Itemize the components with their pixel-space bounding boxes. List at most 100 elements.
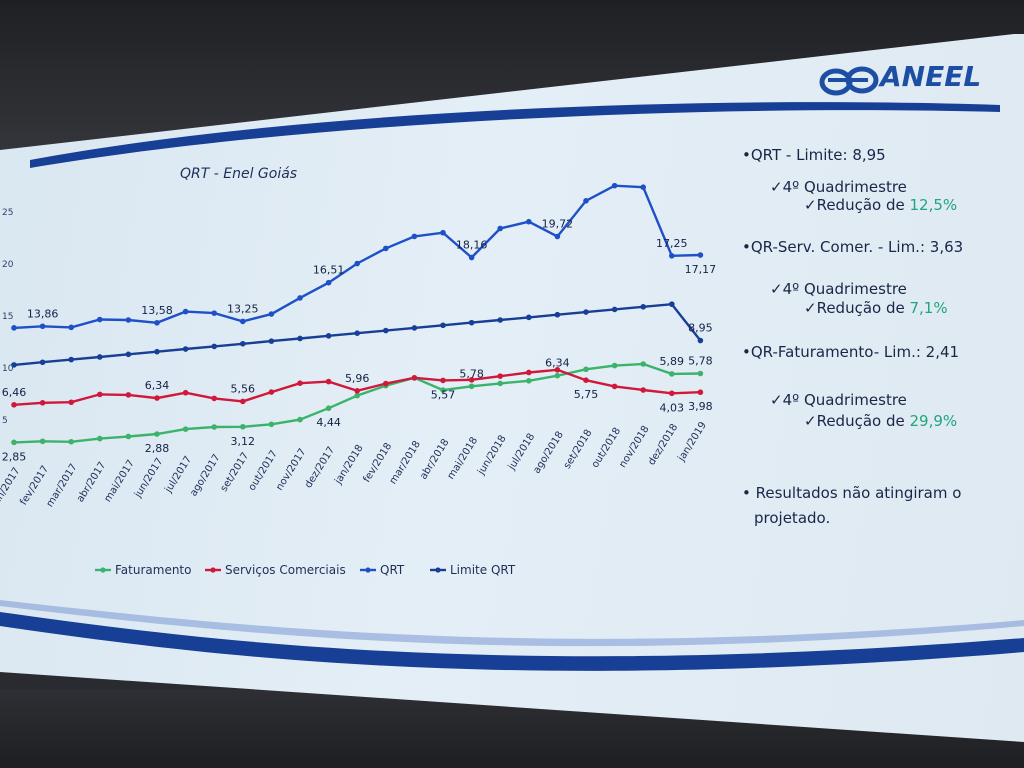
data-point-faturamento [11,439,17,446]
y-tick-label: 10 [2,364,14,374]
qrt-reduction-value: 12,5% [909,196,957,214]
data-label: 13,25 [227,302,259,315]
data-point-servicos-comerciais [154,395,160,401]
aneel-logo: ANEEL [819,60,981,96]
qr-serv-period: ✓4º Quadrimestre [770,280,907,298]
data-point-limite-qrt [97,354,103,360]
data-point-qrt [68,324,74,331]
chart-title: QRT - Enel Goiás [180,166,297,182]
data-point-qrt [11,325,17,331]
data-point-limite-qrt [325,333,332,339]
data-label: 2,85 [2,450,27,463]
qr-serv-reduction: ✓Redução de 7,1% [804,299,948,317]
qr-fat-reduction-value: 29,9% [909,412,957,430]
qr-fat-limit-heading: •QR-Faturamento- Lim.: 2,41 [742,343,959,361]
y-tick-label: 20 [2,260,14,270]
data-label: 5,78 [688,354,713,367]
x-tick-label: nov/2017 [274,447,308,493]
x-axis-ticks: jan/2017fev/2017mar/2017abr/2017mai/2017… [0,420,709,510]
data-point-servicos-comerciais [697,389,704,396]
data-label: 6,34 [145,379,170,392]
data-label: 8,95 [688,322,713,335]
data-label: 3,12 [231,435,256,448]
data-point-limite-qrt [697,337,704,344]
data-label: 19,72 [542,218,574,231]
data-point-servicos-comerciais [39,400,46,406]
data-point-limite-qrt [669,301,675,307]
data-label: 5,89 [660,355,685,368]
data-point-servicos-comerciais [440,377,446,384]
data-point-faturamento [611,362,618,369]
data-label: 6,34 [545,357,570,370]
data-point-faturamento [640,361,646,367]
legend-label-faturamento: Faturamento [115,563,191,577]
data-point-limite-qrt [268,338,275,344]
data-point-servicos-comerciais [211,395,217,402]
y-tick-label: 15 [2,312,13,322]
data-label: 2,88 [145,442,170,455]
data-point-servicos-comerciais [11,402,17,408]
x-tick-label: ago/2017 [188,452,222,498]
data-point-qrt [640,184,646,190]
data-point-faturamento [297,416,303,423]
data-point-limite-qrt [554,311,561,318]
data-point-faturamento [268,421,275,428]
results-note-line2: projetado. [754,509,830,527]
data-label: 17,25 [656,237,688,250]
qrt-reduction-label: ✓Redução de [804,196,909,214]
data-point-servicos-comerciais [125,392,132,398]
data-point-faturamento [440,387,446,393]
qrt-reduction: ✓Redução de 12,5% [804,196,957,214]
data-point-limite-qrt [640,304,646,310]
data-point-faturamento [669,371,675,377]
data-point-limite-qrt [411,325,418,331]
data-label: 5,75 [574,388,599,401]
data-point-qrt [554,233,561,240]
data-label: 3,98 [688,400,713,413]
data-point-qrt [268,311,275,317]
series-line-qrt [13,184,701,330]
data-point-faturamento [154,431,160,437]
qr-fat-reduction-label: ✓Redução de [804,412,909,430]
data-point-servicos-comerciais [611,383,618,390]
qr-fat-period: ✓4º Quadrimestre [770,391,907,409]
data-point-faturamento [97,435,103,442]
data-point-qrt [97,316,103,323]
data-point-limite-qrt [354,330,361,337]
data-point-faturamento [583,366,589,373]
x-tick-label: jun/2017 [132,456,165,500]
qr-serv-limit-heading: •QR-Serv. Comer. - Lim.: 3,63 [742,238,963,256]
legend-label-servicos-comerciais: Serviços Comerciais [225,563,346,577]
qrt-period: ✓4º Quadrimestre [770,178,907,196]
data-point-servicos-comerciais [640,387,646,393]
data-point-servicos-comerciais [240,398,246,405]
data-point-qrt [526,218,532,225]
x-tick-label: nov/2018 [617,424,651,470]
data-point-servicos-comerciais [97,391,103,398]
data-labels: 13,86 13,58 13,25 16,51 18,16 19,72 17,25 17,17… [2,218,716,464]
x-tick-label: jan/2018 [333,443,366,487]
data-point-faturamento [68,438,74,445]
legend-label-limite-qrt: Limite QRT [450,563,516,577]
legend-label-qrt: QRT [380,563,405,577]
data-point-qrt [240,318,246,325]
chart-area: QRT - Enel Goiás 5 10 15 20 25 jan/2017fev/2… [0,166,716,577]
bottom-swoosh-band [0,612,1024,671]
data-point-faturamento [468,383,475,390]
data-point-limite-qrt [182,346,189,352]
data-label: 5,96 [345,372,370,385]
data-point-qrt [697,252,704,258]
qr-serv-reduction-label: ✓Redução de [804,299,909,317]
data-label: 5,78 [459,367,484,380]
data-point-servicos-comerciais [468,377,475,383]
data-point-servicos-comerciais [526,369,532,376]
data-label: 5,57 [431,388,456,401]
legend-marker-servicos-comerciais [210,567,216,573]
data-point-servicos-comerciais [411,375,418,381]
legend-marker-limite-qrt [435,567,441,573]
data-point-qrt [468,254,475,261]
data-point-qrt [611,182,618,189]
data-label: 13,58 [141,304,173,317]
data-point-limite-qrt [11,362,17,368]
